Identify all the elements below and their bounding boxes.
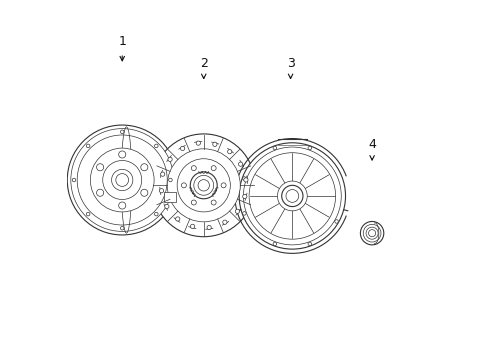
Text: 3: 3 [286,57,294,69]
Circle shape [86,144,90,148]
Circle shape [198,180,209,191]
Circle shape [167,157,172,161]
Circle shape [175,217,180,221]
Circle shape [77,135,167,225]
Circle shape [111,169,133,191]
Text: 2: 2 [200,57,207,69]
Circle shape [168,178,172,182]
Circle shape [248,153,335,239]
Circle shape [96,189,103,196]
Text: 4: 4 [367,138,375,151]
Circle shape [96,164,103,171]
Circle shape [211,200,216,205]
Circle shape [227,149,231,154]
Circle shape [368,230,375,237]
Circle shape [242,177,245,180]
Circle shape [242,194,246,199]
Circle shape [152,134,255,237]
Circle shape [181,183,186,188]
Circle shape [119,202,125,209]
Circle shape [119,151,125,158]
Circle shape [239,143,345,249]
Text: 1: 1 [118,35,126,48]
Circle shape [285,190,298,202]
Circle shape [244,178,247,182]
Circle shape [167,149,240,222]
Circle shape [366,227,377,239]
Circle shape [242,212,245,215]
Circle shape [141,164,147,171]
Circle shape [180,146,184,150]
Circle shape [164,204,169,208]
FancyBboxPatch shape [164,192,176,202]
Circle shape [116,174,128,186]
Circle shape [277,181,306,211]
Circle shape [190,172,217,199]
Circle shape [360,221,383,245]
Circle shape [71,129,173,231]
Circle shape [191,200,196,205]
Circle shape [141,189,147,196]
Circle shape [206,225,211,230]
Circle shape [86,212,90,216]
Circle shape [120,226,124,230]
Circle shape [160,172,164,176]
Circle shape [191,166,196,171]
Circle shape [212,142,217,147]
Circle shape [159,189,163,193]
Circle shape [238,162,242,166]
Circle shape [307,146,311,150]
Circle shape [363,224,380,242]
Circle shape [190,224,194,229]
Circle shape [211,166,216,171]
Circle shape [193,175,213,195]
Circle shape [196,141,200,145]
Circle shape [235,209,239,213]
Circle shape [223,220,226,224]
Circle shape [72,178,76,182]
Circle shape [177,159,230,212]
Circle shape [307,242,311,246]
Circle shape [67,125,177,235]
Circle shape [90,148,154,212]
Circle shape [154,144,158,148]
Circle shape [102,161,142,199]
Circle shape [273,146,276,150]
Circle shape [243,147,341,245]
Circle shape [221,183,225,188]
Circle shape [120,130,124,134]
Circle shape [281,185,303,207]
Circle shape [334,220,338,223]
Circle shape [273,242,276,246]
Circle shape [154,212,158,216]
